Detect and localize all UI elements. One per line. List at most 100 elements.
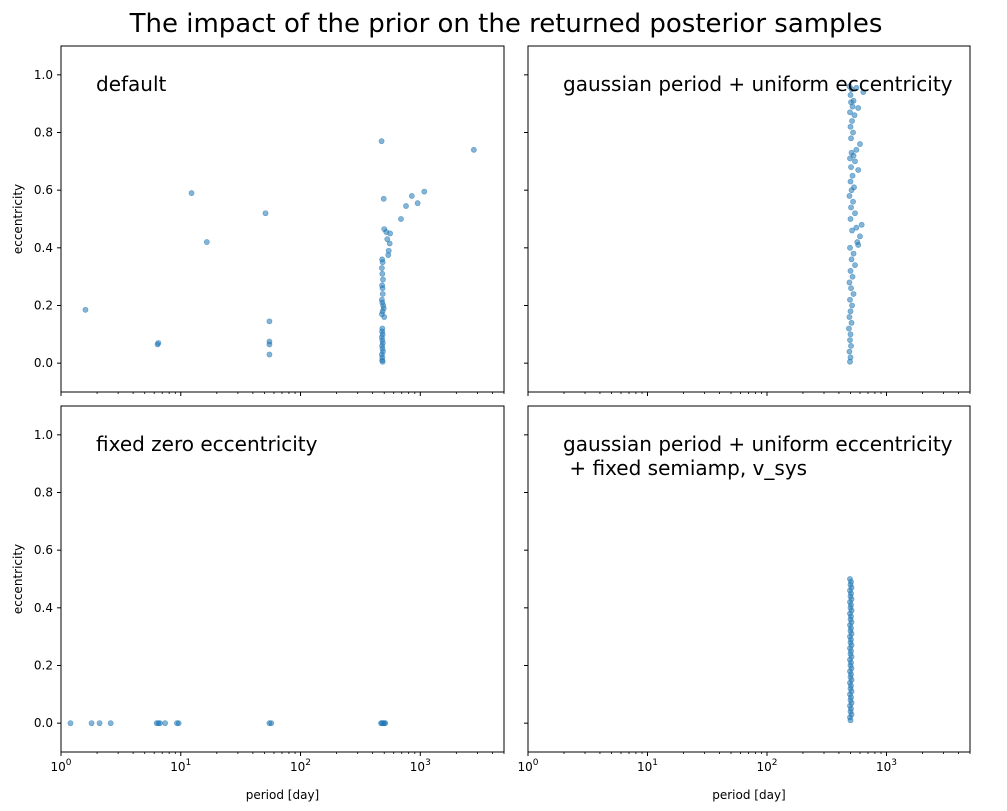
subplot-2: gaussian period + uniform eccentricity	[524, 45, 971, 396]
panels: 0.0 0.2 0.4 0.6 0.8 1.0 eccentricity default gau…	[11, 45, 971, 802]
data-point	[847, 216, 854, 222]
data-point	[378, 265, 385, 271]
data-point	[96, 720, 103, 727]
x-tick-label: 102	[290, 758, 311, 774]
data-point	[851, 112, 858, 119]
data-point	[421, 188, 428, 195]
data-point	[858, 221, 865, 228]
data-point	[381, 314, 388, 320]
data-point	[382, 720, 389, 727]
y-tick-label: 0.2	[34, 659, 53, 673]
data-point	[847, 358, 853, 365]
data-point	[852, 158, 858, 165]
data-point	[847, 92, 854, 98]
data-point	[848, 164, 854, 170]
data-point	[266, 341, 273, 348]
y-tick-label: 0.8	[34, 486, 53, 500]
data-point	[379, 270, 386, 277]
data-point	[849, 302, 855, 309]
data-point	[157, 720, 163, 727]
data-point	[386, 240, 393, 247]
x-tick-label: 103	[410, 758, 431, 774]
axes-frame	[527, 405, 971, 753]
x-tick-label: 100	[50, 758, 71, 774]
data-point	[860, 89, 867, 96]
x-tick-label: 100	[517, 758, 538, 774]
data-point	[379, 285, 386, 292]
data-point	[385, 252, 392, 258]
data-point	[380, 195, 387, 202]
data-point	[848, 285, 854, 292]
data-point	[853, 146, 860, 153]
data-point	[846, 279, 853, 286]
data-point	[846, 314, 853, 320]
y-axis-label: eccentricity	[11, 544, 25, 614]
data-point	[850, 250, 857, 257]
data-point	[846, 325, 852, 332]
data-point	[262, 210, 269, 217]
y-tick-label: 0.0	[34, 716, 53, 730]
axes-frame	[527, 45, 971, 393]
data-point	[848, 135, 854, 142]
data-point	[847, 331, 854, 338]
x-tick-label: 102	[756, 758, 777, 774]
axes-frame	[60, 405, 505, 753]
data-point	[384, 236, 391, 243]
data-point	[857, 233, 863, 240]
data-point	[107, 720, 114, 727]
data-point	[849, 172, 856, 179]
data-point	[379, 291, 386, 297]
data-point	[403, 203, 409, 209]
data-point	[847, 155, 853, 162]
data-point	[88, 720, 95, 727]
data-point	[188, 190, 195, 196]
data-point	[408, 193, 415, 199]
data-point	[67, 720, 74, 727]
x-tick-label: 101	[637, 758, 658, 774]
data-point	[82, 306, 89, 313]
data-point	[847, 178, 854, 185]
data-point	[849, 227, 855, 234]
x-axis-label: period [day]	[246, 788, 319, 802]
data-point	[855, 105, 862, 111]
data-point	[848, 204, 854, 211]
y-tick-label: 0.2	[34, 299, 53, 313]
data-point	[848, 187, 855, 194]
x-tick-label: 101	[170, 758, 191, 774]
subplot-title: gaussian period + uniform eccentricity +…	[563, 432, 953, 480]
y-tick-label: 0.4	[34, 241, 53, 255]
data-point	[470, 146, 477, 153]
data-point	[850, 198, 856, 205]
data-point	[379, 259, 386, 266]
data-point	[846, 193, 853, 199]
data-point	[162, 720, 169, 727]
data-point	[847, 308, 854, 315]
data-point	[849, 273, 856, 280]
data-point	[175, 720, 182, 727]
subplot-1: 0.0 0.2 0.4 0.6 0.8 1.0 eccentricity default	[11, 45, 505, 396]
data-point	[155, 340, 162, 346]
data-point	[203, 239, 210, 245]
data-point	[853, 224, 860, 231]
data-point	[847, 123, 854, 130]
subplot-3: 0.0 0.2 0.4 0.6 0.8 1.0 100 101 102 103 eccentrici…	[11, 405, 505, 802]
y-axis-label: eccentricity	[11, 184, 25, 254]
data-point	[380, 276, 386, 283]
data-point	[268, 720, 275, 727]
data-point	[850, 129, 856, 136]
data-point	[847, 296, 853, 303]
y-tick-label: 0.8	[34, 126, 53, 140]
x-tick-label: 103	[876, 758, 897, 774]
data-point	[849, 118, 855, 124]
data-point	[266, 318, 273, 325]
data-point	[853, 84, 860, 91]
data-point	[848, 256, 855, 263]
data-point	[414, 200, 421, 207]
data-point	[846, 348, 853, 355]
data-point	[847, 267, 854, 274]
y-tick-label: 0.0	[34, 356, 53, 370]
data-point	[852, 262, 858, 269]
data-point	[398, 216, 404, 222]
data-point	[847, 109, 853, 116]
subplot-title: default	[96, 72, 167, 96]
